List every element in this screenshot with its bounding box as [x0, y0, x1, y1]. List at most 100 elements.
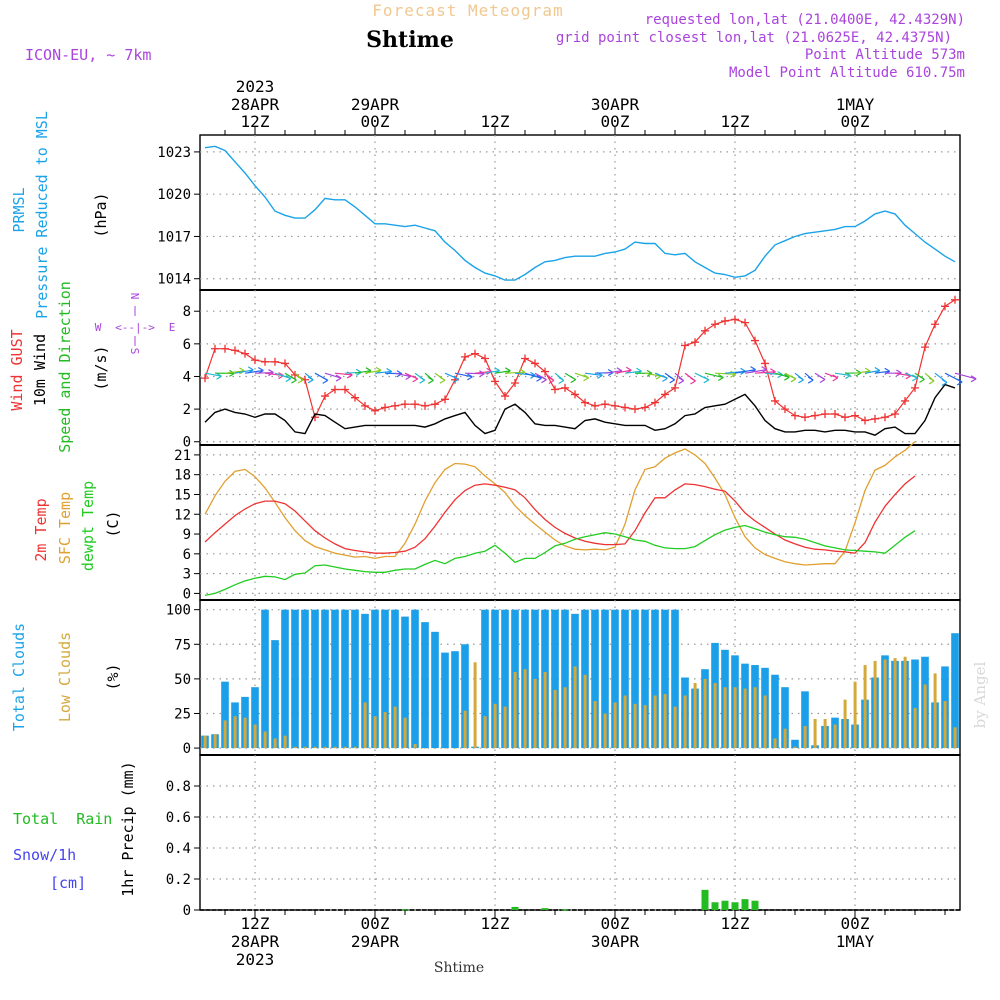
wind-arrow: [374, 370, 392, 374]
wind-arrowhead: [322, 376, 329, 384]
total-clouds-label: Total Clouds: [10, 623, 28, 731]
gust-marker: [411, 400, 419, 409]
gust-marker: [821, 410, 829, 418]
low-cloud-bar: [603, 713, 607, 749]
wind-arrowhead: [291, 376, 297, 384]
y-tick-label: 21: [174, 448, 191, 464]
wind-arrowhead: [439, 376, 446, 384]
gust-marker: [941, 302, 949, 311]
wind-arrow: [204, 372, 222, 377]
gust-marker: [721, 317, 729, 325]
rain-bar: [561, 909, 569, 911]
gust-line: [204, 299, 956, 422]
gust-marker: [211, 344, 219, 353]
wind-arrow: [354, 370, 372, 374]
temperature-panel: 0 3 6 9 12 15 18 21: [174, 441, 960, 602]
wind-arrow: [504, 371, 525, 374]
gust-marker: [621, 403, 629, 412]
compass-west: W: [95, 321, 102, 334]
footer-location: Shtime: [434, 960, 484, 976]
temp-unit-label: (C): [104, 510, 122, 537]
gust-marker: [431, 400, 439, 409]
gust-marker: [891, 410, 899, 418]
y-tick-label: 50: [174, 672, 191, 688]
gust-marker: [251, 356, 259, 365]
total-cloud-bar: [461, 644, 469, 749]
total-cloud-bar: [351, 609, 359, 749]
low-cloud-bar: [893, 658, 897, 749]
total-cloud-bar: [441, 652, 449, 749]
wind-gust-label: Wind GUST: [8, 329, 26, 410]
meteogram-title: Forecast Meteogram: [372, 1, 563, 20]
low-cloud-bar: [613, 702, 617, 749]
low-cloud-bar: [903, 656, 907, 749]
gust-marker: [811, 411, 819, 420]
gust-marker: [201, 374, 209, 383]
panel-frame: [199, 444, 961, 601]
low-cloud-bar: [743, 688, 747, 749]
top-date-label: 1MAY: [836, 95, 875, 114]
low-cloud-bar: [413, 743, 417, 749]
rain-bar: [741, 899, 749, 910]
wind-arrow: [644, 372, 662, 377]
total-cloud-bar: [551, 609, 559, 749]
gust-marker: [591, 401, 599, 410]
gust-marker: [931, 320, 939, 329]
bottom-date-label: 29APR: [351, 932, 400, 951]
total-cloud-bar: [301, 609, 309, 749]
gust-marker: [681, 341, 689, 350]
bottom-date-label: 1MAY: [836, 932, 875, 951]
wind-unit-label: (m/s): [92, 345, 110, 390]
wind-arrowhead: [548, 376, 555, 384]
wind-arrow: [584, 372, 603, 376]
gust-marker: [501, 392, 509, 401]
low-cloud-bar: [333, 746, 337, 749]
low-cloud-bar: [443, 748, 447, 749]
total-cloud-bar: [221, 681, 229, 749]
rain-bar: [511, 906, 519, 910]
gust-marker: [281, 359, 289, 368]
low-cloud-bar: [523, 669, 527, 749]
requested-coordinates: requested lon,lat (21.0400E, 42.4329N): [645, 12, 965, 28]
y-tick-label: 100: [166, 603, 191, 619]
y-tick-label: 0.6: [166, 810, 191, 826]
low-cloud-bar: [823, 719, 827, 749]
panel-frame: [199, 754, 961, 911]
low-cloud-bar: [303, 746, 307, 749]
temp-sfc-label: SFC Temp: [56, 492, 74, 564]
wind-arrowhead: [790, 375, 797, 383]
compass-legend: N W <--|-> E S: [95, 293, 176, 355]
low-cloud-bar: [783, 728, 787, 749]
total-cloud-bar: [791, 739, 799, 749]
y-tick-label: 3: [183, 567, 191, 583]
gust-marker: [521, 354, 529, 363]
bottom-time-label: 00Z: [601, 914, 630, 933]
y-tick-label: 6: [183, 547, 191, 563]
gust-marker: [761, 359, 769, 368]
y-tick-label: 9: [183, 527, 191, 543]
wind-10m-label: 10m Wind: [31, 334, 49, 406]
gust-marker: [531, 359, 539, 368]
gust-marker: [901, 396, 909, 405]
low-cloud-bar: [673, 706, 677, 749]
wind-panel: 0 2 4 6 8: [183, 290, 977, 451]
gust-marker: [871, 414, 879, 423]
top-year-label: 2023: [236, 77, 275, 96]
total-cloud-bar: [401, 616, 409, 749]
wind-arrow: [364, 369, 382, 374]
bottom-date-label: 30APR: [591, 932, 640, 951]
wind-arrowhead: [928, 377, 935, 385]
total-cloud-bar: [411, 609, 419, 749]
pressure-reduced-label: Pressure Reduced to MSL: [33, 111, 51, 319]
wind-arrow: [464, 372, 485, 375]
wind-arrowhead: [970, 375, 977, 383]
rain-bar: [541, 908, 549, 910]
y-tick-label: 0.8: [166, 779, 191, 795]
y-tick-label: 0: [183, 435, 191, 451]
total-cloud-bar: [451, 651, 459, 749]
gust-marker: [911, 383, 919, 392]
gust-marker: [651, 398, 659, 407]
low-cloud-bar: [323, 746, 327, 749]
